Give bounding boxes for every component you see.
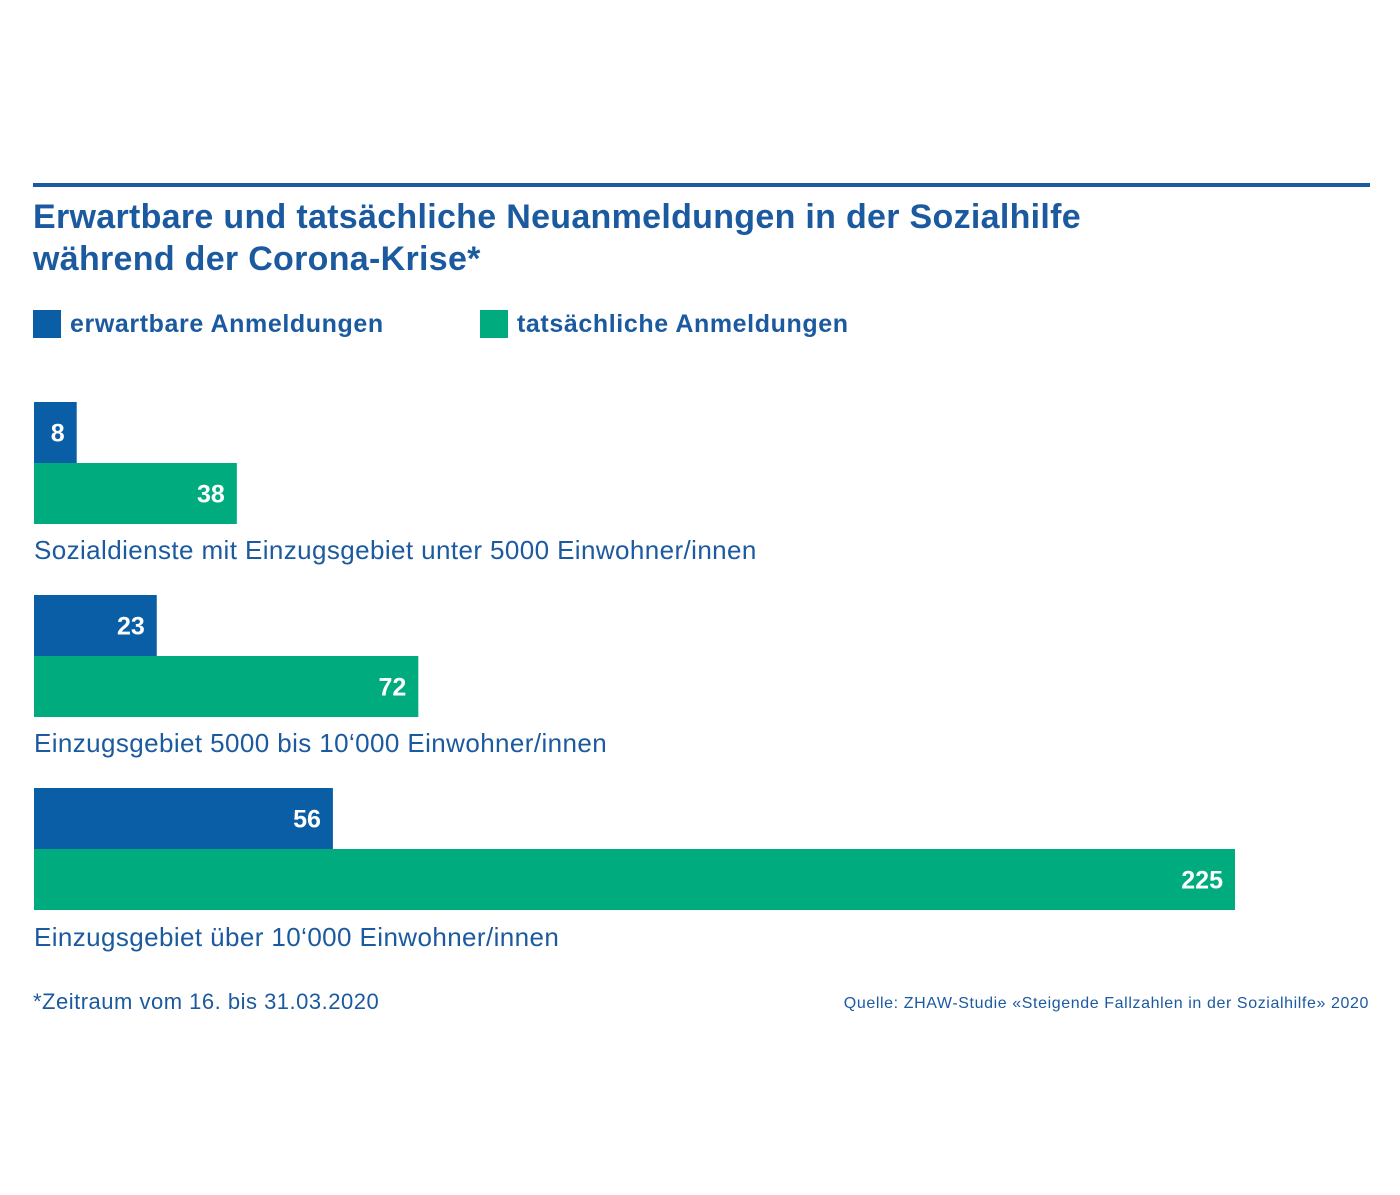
bar-actual-1 [34,463,237,524]
chart-title-line-1: Erwartbare und tatsächliche Neuanmeldung… [33,198,1081,236]
top-rule [33,183,1370,187]
category-label-2: Einzugsgebiet 5000 bis 10‘000 Einwohner/… [34,728,607,758]
footnote: *Zeitraum vom 16. bis 31.03.2020 [33,989,380,1014]
bar-value-expected-2: 23 [117,613,145,641]
legend-item-actual: tatsächliche Anmeldungen [480,309,849,339]
legend-swatch-expected [33,310,61,338]
bar-value-actual-2: 72 [379,674,407,702]
bar-expected-3 [34,788,333,849]
bar-value-expected-3: 56 [293,806,321,834]
chart-title: Erwartbare und tatsächliche Neuanmeldung… [33,196,1333,280]
bar-expected-2 [34,595,157,656]
bar-actual-2 [34,656,419,717]
legend-swatch-actual [480,310,508,338]
legend-label-expected: erwartbare Anmeldungen [70,309,384,338]
bar-expected-1 [34,402,77,463]
legend-item-expected: erwartbare Anmeldungen [33,309,384,339]
category-label-3: Einzugsgebiet über 10‘000 Einwohner/inne… [34,922,559,952]
category-label-1: Sozialdienste mit Einzugsgebiet unter 50… [34,535,757,565]
bar-value-actual-3: 225 [1181,867,1223,895]
bar-value-expected-1: 8 [51,420,65,448]
chart-title-line-2: während der Corona-Krise* [33,240,481,278]
legend-label-actual: tatsächliche Anmeldungen [517,309,849,338]
bar-actual-3 [34,849,1235,910]
bar-value-actual-1: 38 [197,481,225,509]
source-note: Quelle: ZHAW-Studie «Steigende Fallzahle… [843,995,1369,1012]
